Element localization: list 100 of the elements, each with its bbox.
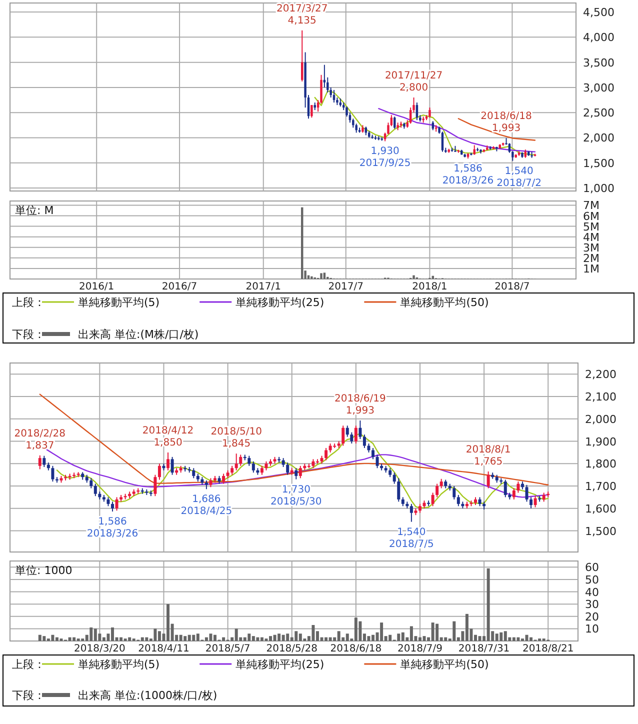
legend-label: 単純移動平均(25): [236, 296, 324, 309]
legend-label: 出来高 単位:(M株/口/枚): [78, 328, 199, 341]
bar: [204, 637, 208, 641]
legend-title: 上段：: [12, 658, 45, 671]
x-tick-label: 2018/7/9: [398, 644, 442, 654]
bar: [328, 637, 332, 641]
legend-label: 単純移動平均(5): [78, 658, 160, 671]
bar: [320, 273, 322, 279]
bar: [401, 632, 404, 641]
x-tick-label: 2016/7: [162, 282, 198, 292]
x-tick-label: 2018/3/20: [74, 644, 126, 654]
bar: [286, 634, 290, 641]
bar: [72, 637, 76, 641]
annotation: 2018/5/10 1,845: [210, 426, 262, 450]
bar: [278, 634, 281, 641]
bar: [294, 631, 298, 641]
annotation: 2018/2/28 1,837: [14, 428, 66, 452]
bar: [478, 636, 482, 641]
bar: [323, 272, 326, 279]
x-tick-label: 2018/4/11: [138, 644, 190, 654]
bar: [337, 631, 340, 641]
bar: [324, 637, 328, 641]
x-tick-label: 2016/1: [78, 282, 114, 292]
bar: [530, 637, 533, 641]
annotation: 1,540 2018/7/5: [388, 526, 434, 550]
legend: 下段： 出来高 単位:(1000株/口/枚): [12, 689, 218, 702]
annotation: 1,730 2018/5/30: [270, 484, 322, 508]
bar: [234, 628, 238, 641]
bar: [410, 626, 413, 641]
annotation: 2018/6/19 1,993: [334, 393, 386, 416]
y-tick-label: 4,500: [583, 6, 614, 20]
y-tick-label: 3,500: [583, 56, 614, 70]
bar: [260, 637, 264, 641]
y-tick-label: 1,900: [585, 435, 616, 448]
bar: [282, 634, 285, 641]
annotation: 2018/6/18 1,993: [480, 111, 532, 134]
bar: [51, 634, 54, 641]
bar: [145, 637, 148, 641]
y-tick-label: 1,500: [585, 524, 616, 538]
annotation: 単位: 1000: [15, 564, 72, 577]
bar: [310, 276, 313, 279]
bar: [256, 637, 260, 641]
bar: [128, 637, 132, 641]
legend-label: 単純移動平均(50): [400, 658, 489, 671]
bar: [397, 634, 400, 641]
bar: [380, 622, 384, 641]
y-tick-label: 1,000: [583, 182, 614, 195]
legend-title: 下段：: [12, 689, 45, 702]
y-tick-label: 3,000: [583, 81, 614, 94]
legend-label: 単純移動平均(5): [78, 296, 160, 309]
bar: [94, 628, 97, 641]
x-tick-label: 2018/7/31: [458, 644, 510, 654]
x-tick-label: 2018/1: [412, 282, 448, 292]
annotation: 2018/8/1 1,765: [466, 444, 511, 468]
legend-label: 単純移動平均(25): [236, 658, 324, 671]
bar: [248, 634, 251, 641]
annotation: 1,930 2017/9/25: [359, 146, 411, 170]
y-tick-label: 1,700: [585, 480, 616, 494]
legend: 下段： 出来高 単位:(M株/口/枚): [12, 328, 199, 341]
y-tick-label: 3M: [583, 241, 600, 254]
bar: [42, 636, 46, 641]
y-tick-label: 7M: [583, 199, 600, 212]
x-tick-label: 2018/8/21: [522, 644, 574, 654]
bar: [412, 275, 415, 279]
y-tick-label: 2,500: [583, 106, 614, 120]
y-tick-label: 1M: [583, 262, 600, 276]
y-tick-label: 50: [585, 573, 599, 586]
x-tick-label: 2018/6/18: [330, 644, 382, 654]
y-tick-label: 40: [585, 586, 599, 599]
y-tick-label: 2,200: [585, 368, 616, 382]
bar: [500, 632, 503, 641]
y-tick-label: 1,800: [585, 458, 616, 471]
y-tick-label: 2M: [583, 252, 600, 265]
bar: [222, 637, 226, 641]
y-tick-label: 60: [585, 561, 599, 574]
annotation: 2018/4/12 1,850: [142, 425, 194, 448]
bar: [358, 621, 362, 641]
x-tick-label: 2018/7: [494, 282, 530, 292]
bar: [243, 637, 246, 641]
bar: [184, 636, 187, 641]
y-tick-label: 4M: [583, 230, 600, 244]
bar: [209, 634, 212, 641]
x-tick-label: 2017/1: [246, 282, 281, 292]
bar: [422, 636, 426, 641]
bar: [140, 637, 144, 641]
x-tick-label: 2018/5/7: [205, 644, 250, 654]
annotation: 1,586 2018/3/26: [86, 516, 138, 540]
bar: [192, 634, 196, 641]
y-tick-label: 1,600: [585, 502, 616, 516]
bar: [154, 628, 157, 641]
y-tick-label: 2,100: [585, 390, 616, 404]
bar: [120, 637, 123, 641]
bar: [367, 636, 370, 641]
bar: [252, 636, 255, 641]
bar: [516, 637, 520, 641]
x-tick-label: 2018/5/28: [266, 644, 318, 654]
bar: [486, 568, 490, 641]
y-tick-label: 4,000: [583, 31, 614, 44]
bar: [179, 634, 182, 641]
annotation: 2017/11/27 2,800: [384, 70, 443, 94]
